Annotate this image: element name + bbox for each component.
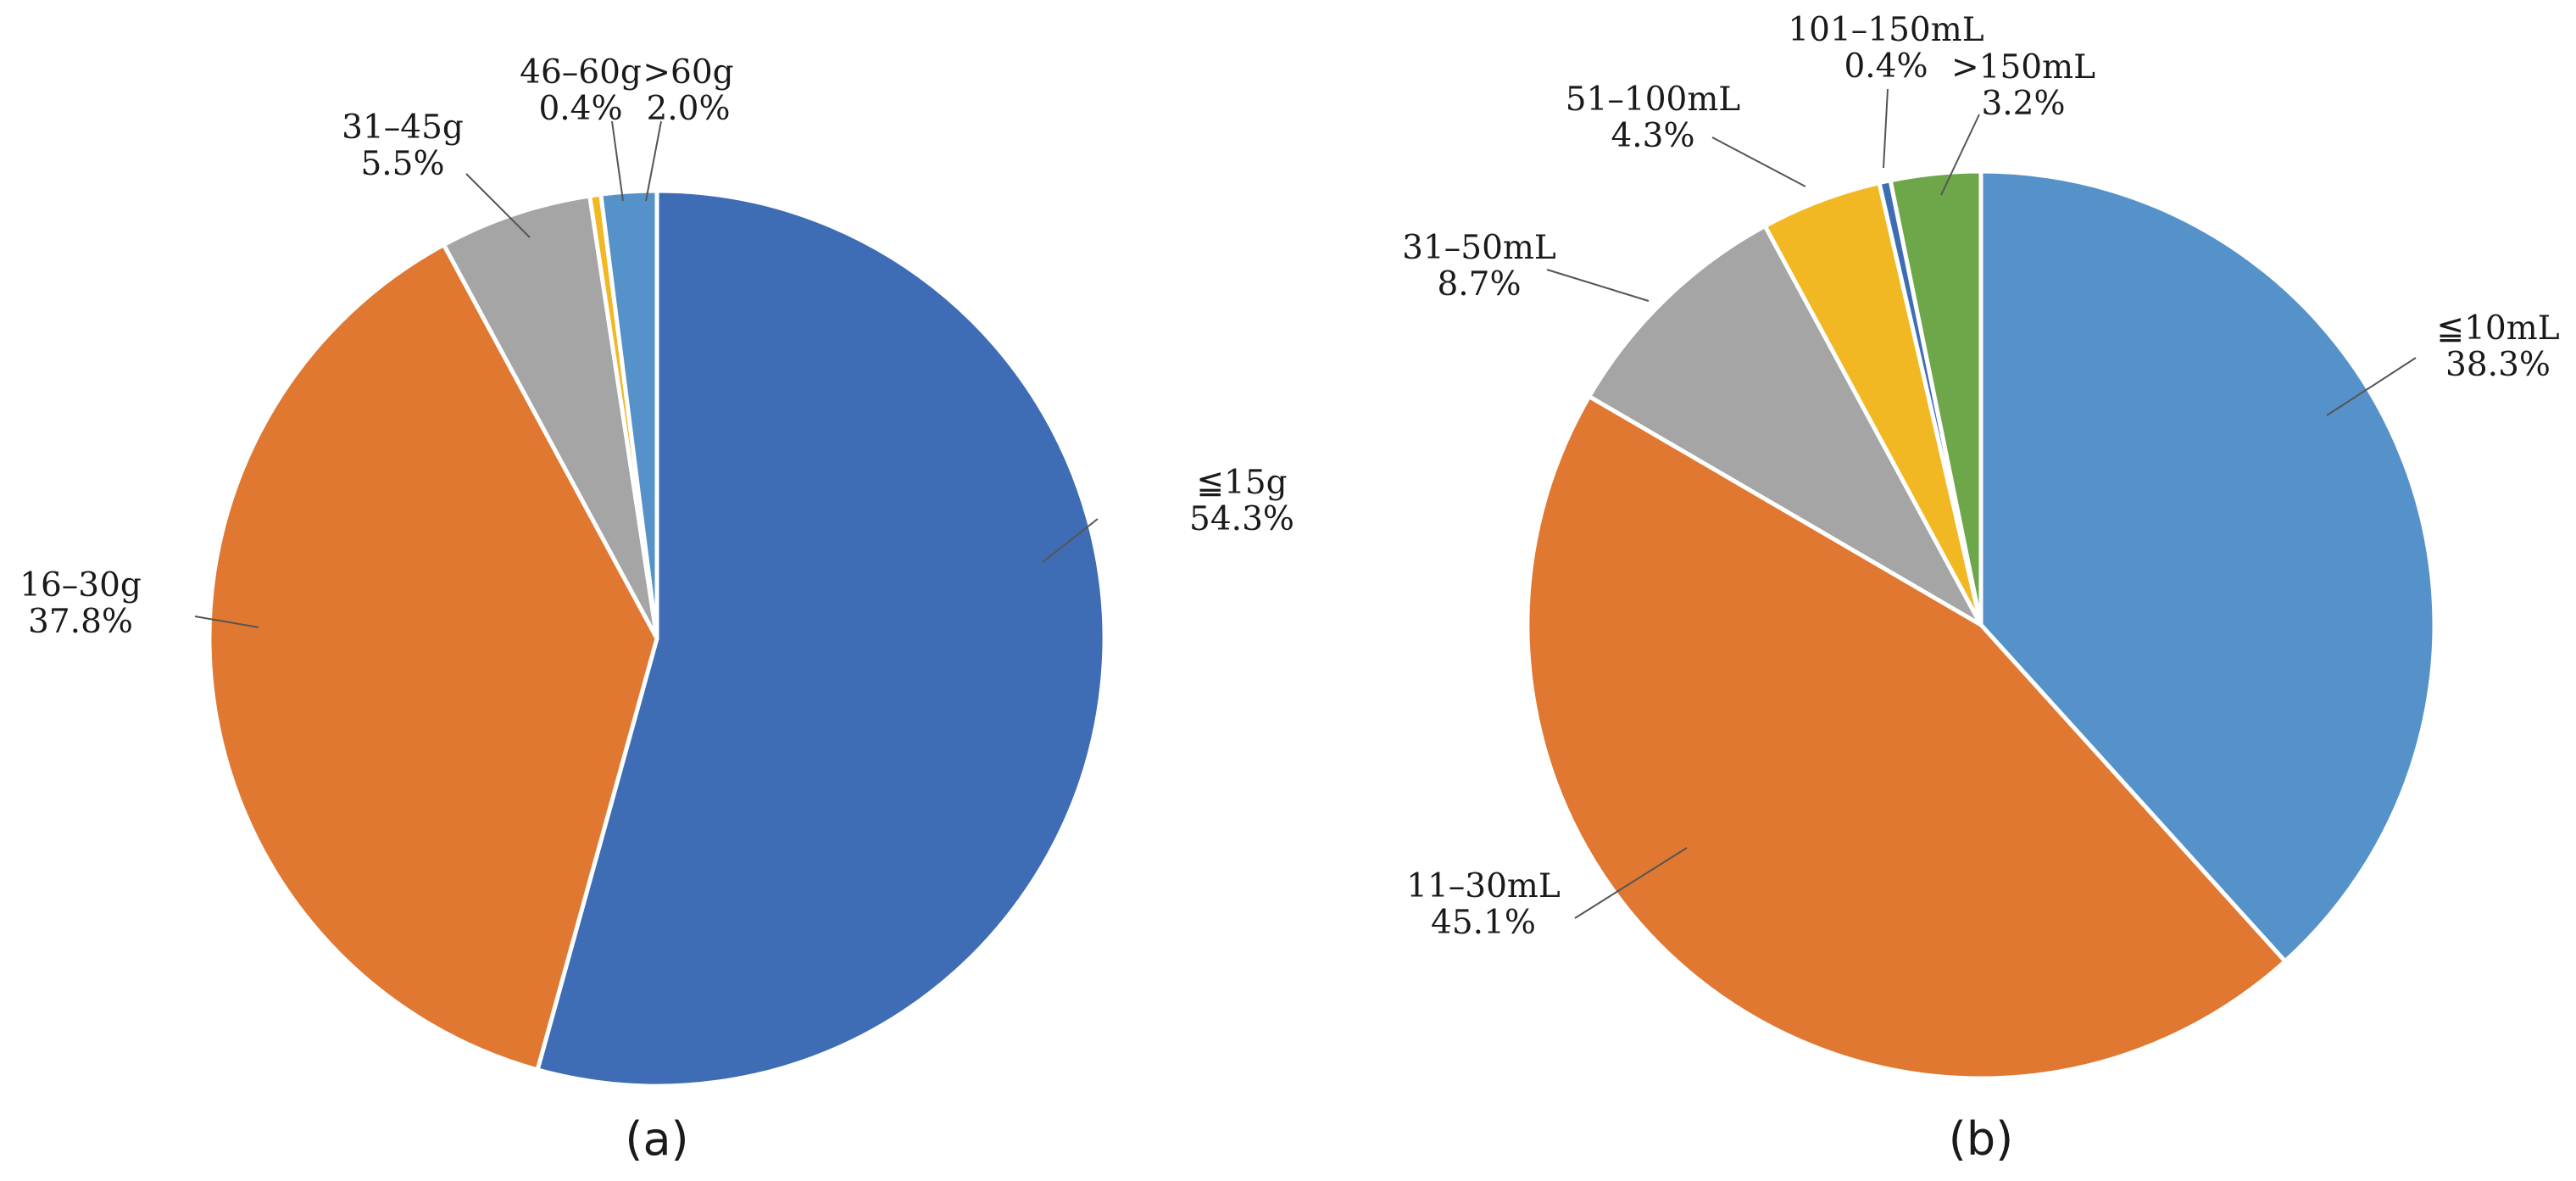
pie-b-slice-le10ml xyxy=(1978,169,2437,964)
pie-b-label-31-50ml: 31–50mL xyxy=(1402,229,1556,267)
pie-a-slice-gt60g xyxy=(598,188,659,641)
pie-b-percent-gt150ml: 3.2% xyxy=(1981,85,2065,123)
pie-b-slice-11-30ml xyxy=(1525,394,2288,1081)
pie-a-slice-31-45g xyxy=(442,193,659,641)
pie-a-label-31-45g: 31–45g xyxy=(342,109,464,147)
pie-a-percent-le15g: 54.3% xyxy=(1189,500,1294,538)
pie-b-label-le10ml: ≦10mL xyxy=(2436,309,2559,348)
pie-b-label-11-30ml: 11–30mL xyxy=(1406,867,1561,905)
pie-b-percent-le10ml: 38.3% xyxy=(2445,346,2551,384)
pie-a-percent-16-30g: 37.8% xyxy=(28,603,133,641)
pie-b-leader-le10ml xyxy=(2326,357,2417,416)
pie-b-label-gt150ml: >150mL xyxy=(1951,48,2095,86)
pie-a-percent-31-45g: 5.5% xyxy=(360,145,444,183)
pie-b-percent-51-100ml: 4.3% xyxy=(1611,117,1694,155)
pie-a-leader-le15g xyxy=(1042,518,1099,563)
pie-a-label-46-60g: 46–60g xyxy=(520,53,642,92)
pie-b-leader-gt150ml xyxy=(1940,114,1980,196)
pie-a-label-gt60g: >60g xyxy=(643,53,733,92)
pie-a-label-le15g: ≦15g xyxy=(1196,464,1287,502)
pie-b-percent-101-150ml: 0.4% xyxy=(1844,47,1928,86)
pie-a-leader-31-45g xyxy=(465,173,531,238)
pie-b-slice-31-50ml xyxy=(1587,224,1983,627)
pie-b-leader-11-30ml xyxy=(1574,847,1688,919)
pie-b-label-101-150ml: 101–150mL xyxy=(1788,11,1983,49)
pie-a-slice-16-30g xyxy=(207,242,659,1072)
pie-b-leader-31-50ml xyxy=(1546,269,1650,302)
panel-label-b: (b) xyxy=(1949,1112,2013,1166)
pie-a-percent-46-60g: 0.4% xyxy=(538,90,622,128)
pie-b-percent-11-30ml: 45.1% xyxy=(1431,904,1536,942)
pie-b-percent-31-50ml: 8.7% xyxy=(1437,265,1521,304)
pie-a-label-16-30g: 16–30g xyxy=(19,566,142,604)
pie-b-slice-gt150ml xyxy=(1888,169,1983,627)
pie-a-leader-16-30g xyxy=(194,616,259,628)
pie-b-label-51-100ml: 51–100mL xyxy=(1566,81,1740,119)
pie-a-leader-gt60g xyxy=(645,120,662,202)
panel-label-a: (a) xyxy=(625,1112,688,1166)
pie-a-percent-gt60g: 2.0% xyxy=(646,90,730,128)
pie-b-leader-101-150ml xyxy=(1883,88,1889,169)
pie-a-leader-46-60g xyxy=(611,120,624,202)
pie-b-leader-51-100ml xyxy=(1711,136,1806,187)
pie-a-slice-le15g xyxy=(535,188,1107,1089)
